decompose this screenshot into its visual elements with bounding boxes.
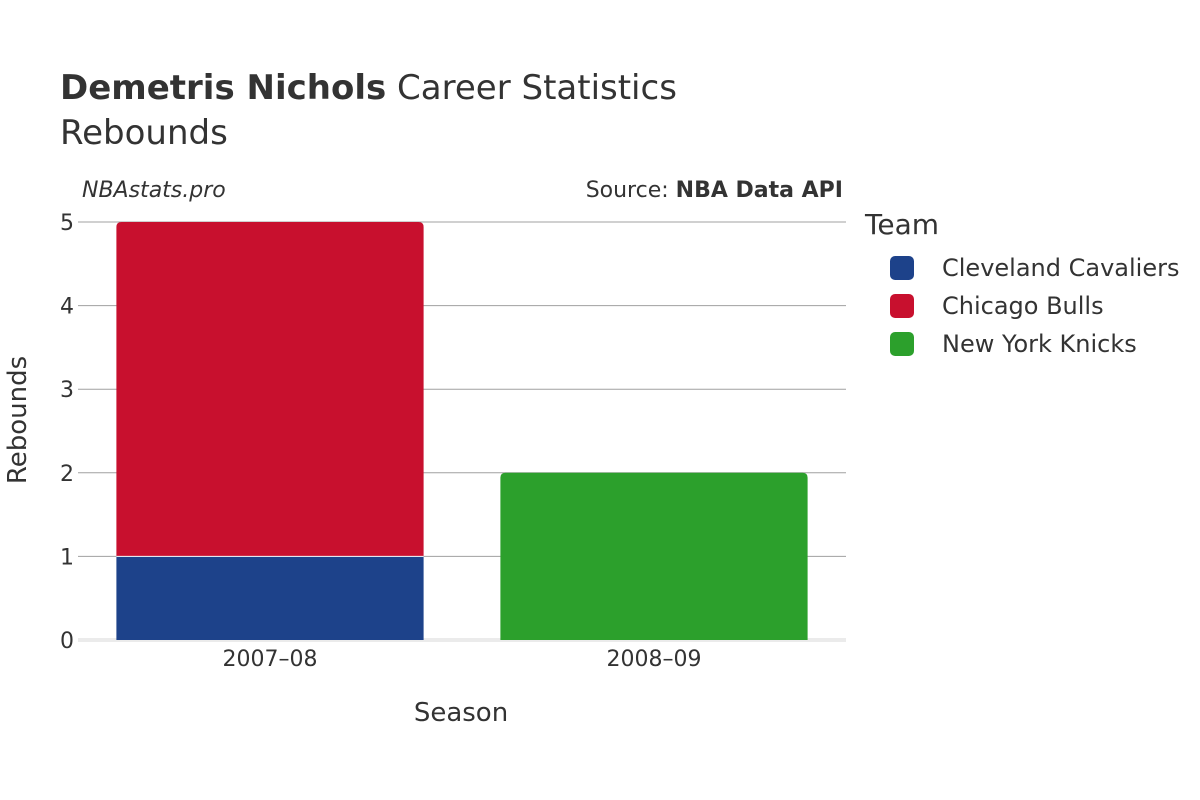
chart-title: Demetris Nichols Career Statistics xyxy=(60,66,677,110)
y-tick-label: 4 xyxy=(60,295,74,320)
y-tick-label: 5 xyxy=(60,211,74,236)
legend: Team Cleveland Cavaliers Chicago Bulls N… xyxy=(865,208,1179,363)
x-tick-label: 2008–09 xyxy=(607,647,702,672)
legend-label: Cleveland Cavaliers xyxy=(942,254,1180,282)
legend-swatch xyxy=(890,256,914,280)
legend-title: Team xyxy=(865,208,940,241)
legend-item-chicago-bulls[interactable]: Chicago Bulls xyxy=(865,287,1179,325)
legend-label: Chicago Bulls xyxy=(942,292,1104,320)
bars xyxy=(116,222,808,640)
y-tick-label: 3 xyxy=(60,378,74,403)
y-tick-label: 2 xyxy=(60,462,74,487)
title-suffix: Career Statistics xyxy=(386,68,677,108)
bar-cleveland-cavaliers[interactable] xyxy=(116,556,424,640)
x-tick-labels: 2007–08 2008–09 xyxy=(223,647,702,672)
legend-swatch xyxy=(890,332,914,356)
legend-item-new-york-knicks[interactable]: New York Knicks xyxy=(865,325,1179,363)
legend-swatch xyxy=(890,294,914,318)
y-tick-label: 0 xyxy=(60,629,74,654)
bar-new-york-knicks[interactable] xyxy=(500,472,808,640)
source-prefix: Source: xyxy=(585,178,676,203)
legend-item-cleveland-cavaliers[interactable]: Cleveland Cavaliers xyxy=(865,249,1179,287)
bar-chicago-bulls[interactable] xyxy=(116,222,424,557)
x-axis-label: Season xyxy=(414,698,508,728)
x-tick-label: 2007–08 xyxy=(223,647,318,672)
chart-subtitle: Rebounds xyxy=(60,113,228,153)
site-watermark: NBAstats.pro xyxy=(82,178,226,203)
y-tick-labels: 0 1 2 3 4 5 xyxy=(60,211,74,654)
data-source: Source: NBA Data API xyxy=(586,178,843,203)
player-name: Demetris Nichols xyxy=(60,68,387,108)
source-name: NBA Data API xyxy=(675,178,843,203)
y-axis-label: Rebounds xyxy=(3,356,33,484)
y-tick-label: 1 xyxy=(60,545,74,570)
legend-label: New York Knicks xyxy=(942,330,1137,358)
